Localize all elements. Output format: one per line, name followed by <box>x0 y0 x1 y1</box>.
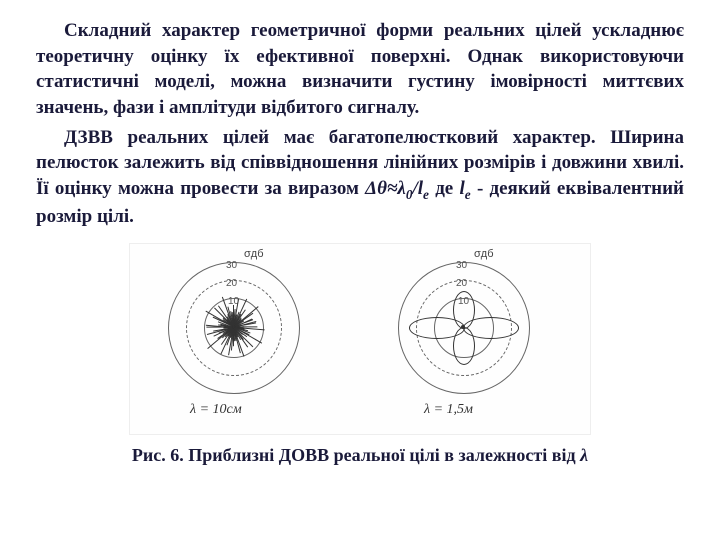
para2-tail-a: де <box>429 178 460 199</box>
formula-lhs: Δθ≈λ <box>365 178 406 199</box>
diagram-right: 10 20 30 σдб λ = 1,5м <box>390 254 536 400</box>
axis-label-left: σдб <box>244 248 264 260</box>
paragraph-1: Складний характер геометричної форми реа… <box>36 18 684 121</box>
formula: Δθ≈λ0/le <box>365 178 429 199</box>
diagram-left: 10 20 30 σдб λ = 10см <box>160 254 306 400</box>
figure-caption: Рис. 6. Приблизні ДОВВ реальної цілі в з… <box>36 445 684 466</box>
caption-lambda: λ <box>580 445 588 465</box>
caption-text: Рис. 6. Приблизні ДОВВ реальної цілі в з… <box>132 445 580 465</box>
para2-var: le <box>460 178 471 199</box>
ring-label-outer: 30 <box>456 260 467 271</box>
lambda-label-right: λ = 1,5м <box>424 402 473 418</box>
formula-mid: /l <box>412 178 423 199</box>
ring-label-outer: 30 <box>226 260 237 271</box>
ring-label-mid: 20 <box>456 278 467 289</box>
axis-label-right: σдб <box>474 248 494 260</box>
paragraph-2: ДЗВВ реальних цілей має багатопелюсткови… <box>36 125 684 230</box>
lobe <box>453 327 475 365</box>
figure-6: 10 20 30 σдб λ = 10см 10 20 30 σдб λ = 1… <box>129 243 591 435</box>
ring-label-mid: 20 <box>226 278 237 289</box>
lobe <box>453 291 475 329</box>
lambda-label-left: λ = 10см <box>190 402 242 418</box>
